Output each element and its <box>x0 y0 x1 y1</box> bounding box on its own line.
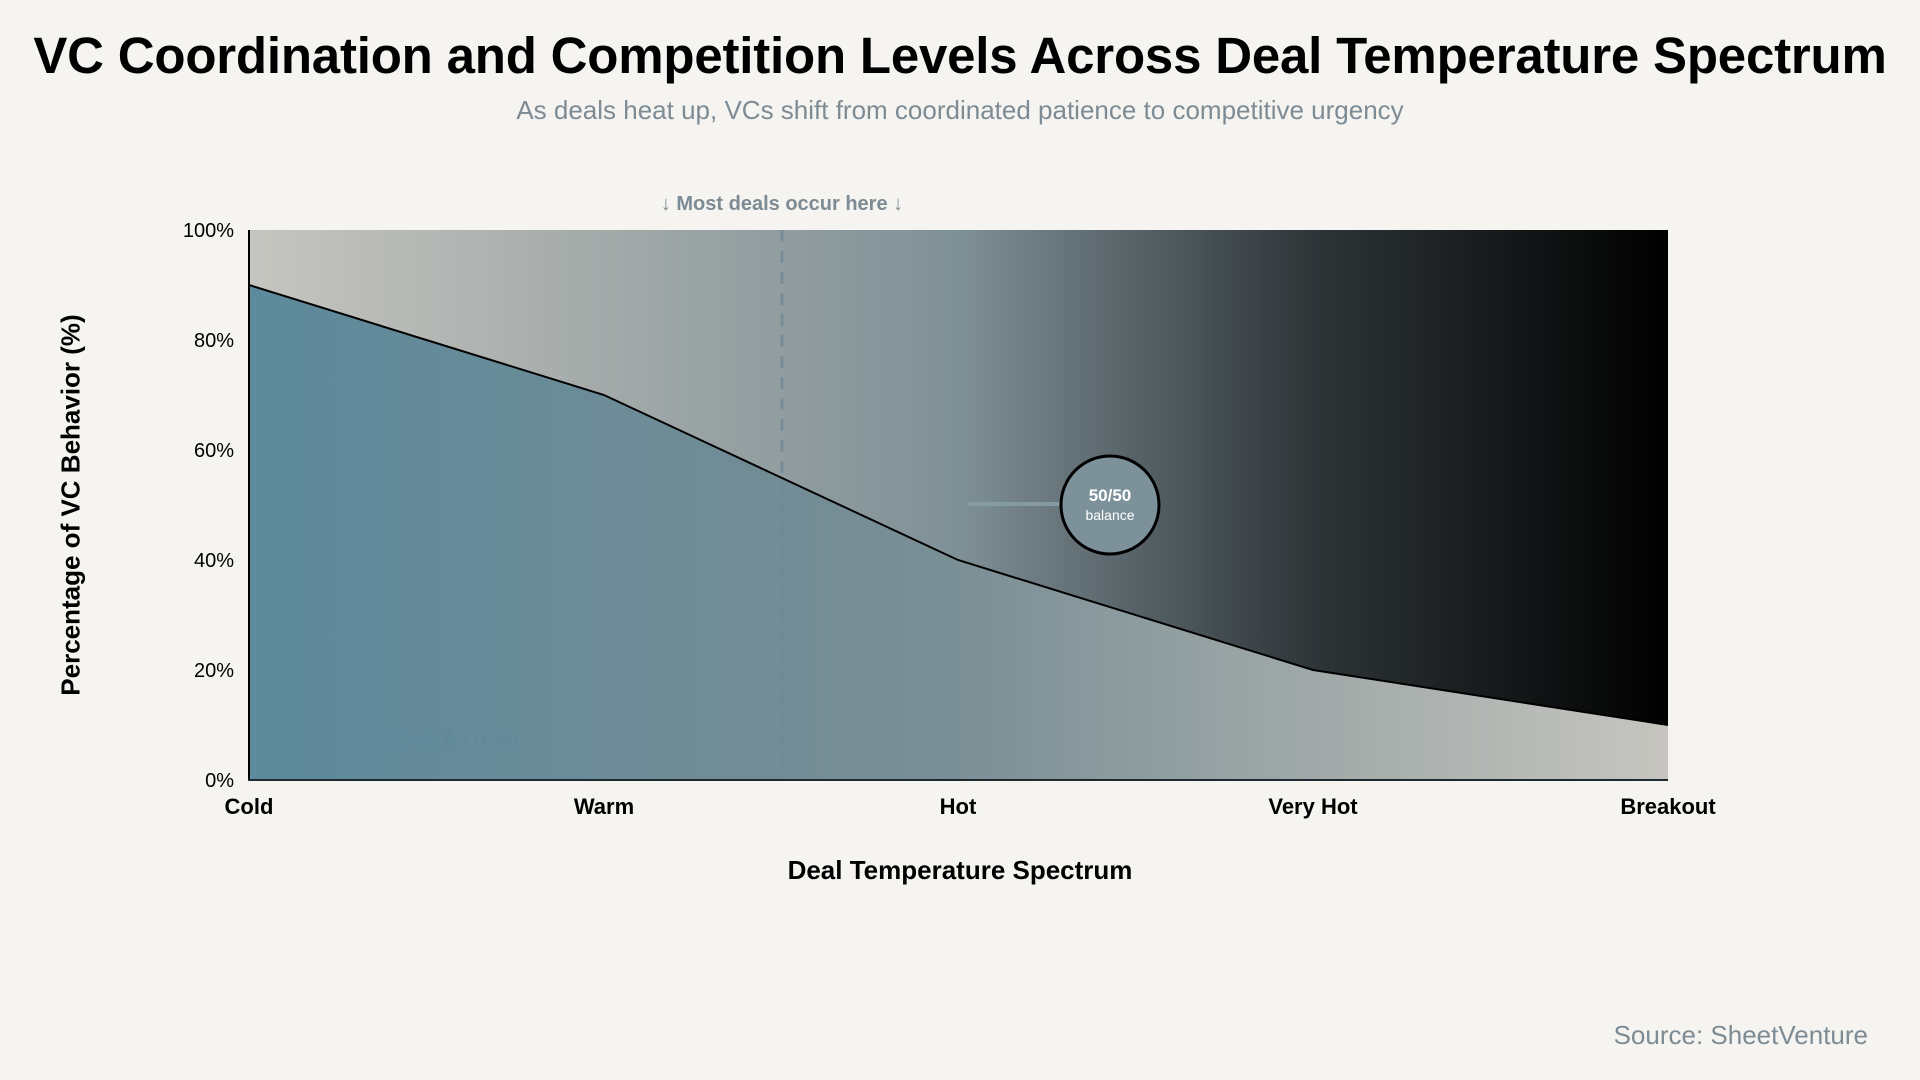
chart-subtitle: As deals heat up, VCs shift from coordin… <box>516 95 1404 125</box>
x-tick-hot: Hot <box>940 794 977 819</box>
coordination-area-label: COORDINATION <box>318 726 520 756</box>
balance-value: 50/50 <box>1089 486 1132 505</box>
y-tick-80: 80% <box>194 330 234 352</box>
most-deals-label: ↓ Most deals occur here ↓ <box>661 193 903 215</box>
boundary-line <box>248 284 1669 726</box>
y-tick-40: 40% <box>194 550 234 572</box>
chart-title: VC Coordination and Competition Levels A… <box>33 27 1887 84</box>
x-tick-cold: Cold <box>225 794 274 819</box>
y-tick-60: 60% <box>194 440 234 462</box>
balance-label: balance <box>1085 507 1134 523</box>
y-tick-100: 100% <box>183 220 234 242</box>
x-tick-very-hot: Very Hot <box>1268 794 1358 819</box>
y-tick-0: 0% <box>205 770 234 792</box>
y-tick-20: 20% <box>194 660 234 682</box>
x-axis-label: Deal Temperature Spectrum <box>787 855 1133 885</box>
coordination-area <box>249 285 1668 780</box>
x-tick-warm: Warm <box>574 794 634 819</box>
x-tick-breakout: Breakout <box>1620 794 1716 819</box>
balance-circle <box>1059 454 1161 556</box>
y-axis-label: Percentage of VC Behavior (%) <box>55 314 86 696</box>
source-note: Source: SheetVenture <box>1613 1020 1868 1050</box>
